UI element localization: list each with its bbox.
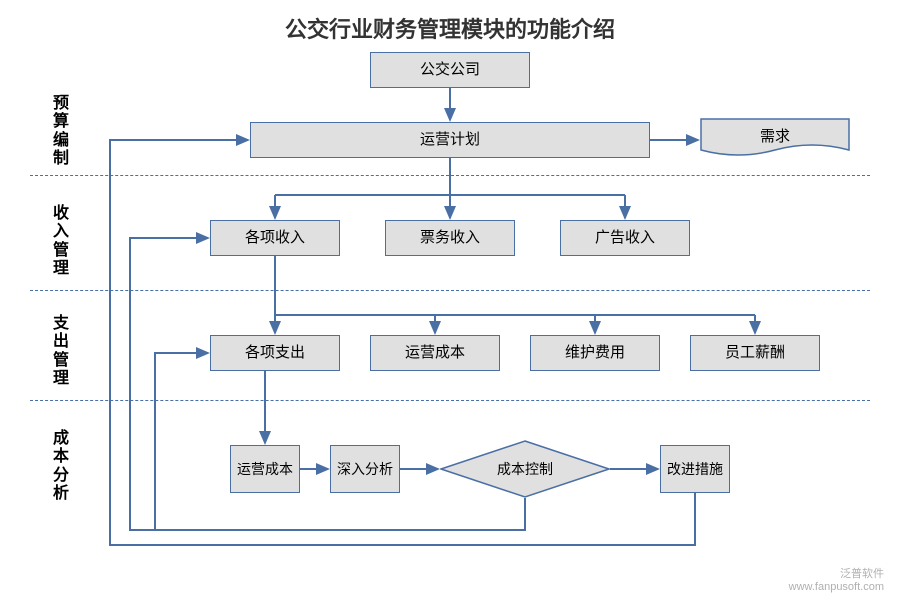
flow-edges bbox=[0, 0, 900, 600]
row-divider bbox=[30, 175, 870, 176]
node-plan: 运营计划 bbox=[250, 122, 650, 158]
row-label-budget: 预算编制 bbox=[50, 95, 72, 169]
node-demand: 需求 bbox=[700, 118, 850, 152]
watermark-url: www.fanpusoft.com bbox=[789, 581, 884, 594]
node-op-cost: 运营成本 bbox=[370, 335, 500, 371]
node-income-ad: 广告收入 bbox=[560, 220, 690, 256]
node-expense-all: 各项支出 bbox=[210, 335, 340, 371]
page-title: 公交行业财务管理模块的功能介绍 bbox=[0, 12, 900, 44]
node-ca-deep: 深入分析 bbox=[330, 445, 400, 493]
row-label-cost: 成本分析 bbox=[50, 430, 72, 504]
node-ca-control: 成本控制 bbox=[440, 440, 610, 498]
node-maint: 维护费用 bbox=[530, 335, 660, 371]
row-label-expense: 支出管理 bbox=[50, 315, 72, 389]
row-divider bbox=[30, 290, 870, 291]
node-ca-improve: 改进措施 bbox=[660, 445, 730, 493]
watermark: 泛普软件 www.fanpusoft.com bbox=[789, 568, 884, 594]
node-company: 公交公司 bbox=[370, 52, 530, 88]
row-divider bbox=[30, 400, 870, 401]
node-income-ticket: 票务收入 bbox=[385, 220, 515, 256]
row-label-income: 收入管理 bbox=[50, 205, 72, 279]
node-salary: 员工薪酬 bbox=[690, 335, 820, 371]
watermark-brand: 泛普软件 bbox=[789, 568, 884, 581]
node-ca-opcost: 运营成本 bbox=[230, 445, 300, 493]
node-income-all: 各项收入 bbox=[210, 220, 340, 256]
